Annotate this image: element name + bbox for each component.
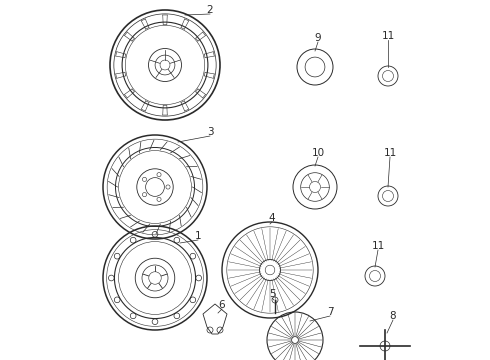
Text: 1: 1 [195, 231, 201, 241]
Text: 8: 8 [390, 311, 396, 321]
Text: 11: 11 [371, 241, 385, 251]
Text: 11: 11 [381, 31, 394, 41]
Text: 7: 7 [327, 307, 333, 317]
Text: 9: 9 [315, 33, 321, 43]
Text: 3: 3 [207, 127, 213, 137]
Text: 5: 5 [269, 289, 275, 299]
Text: 11: 11 [383, 148, 396, 158]
Text: 2: 2 [207, 5, 213, 15]
Text: 10: 10 [312, 148, 324, 158]
Text: 4: 4 [269, 213, 275, 223]
Text: 6: 6 [219, 300, 225, 310]
